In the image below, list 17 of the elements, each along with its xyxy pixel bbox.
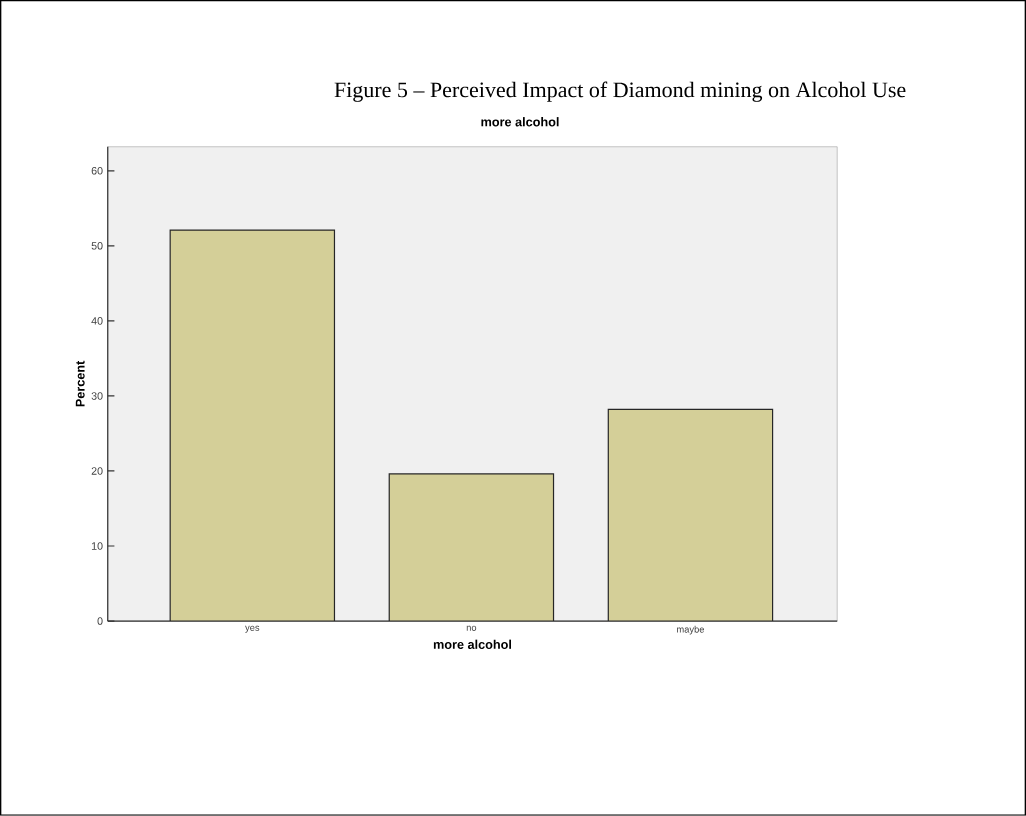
x-axis-title: more alcohol [433, 639, 511, 650]
x-tick-label: maybe [677, 625, 705, 635]
bar [169, 229, 336, 622]
y-tick-label: 60 [91, 167, 103, 175]
chart-title: Figure 5 – Perceived Impact of Diamond mining on Alcohol Use [334, 81, 906, 102]
y-tick-label: 30 [91, 392, 103, 400]
y-tick-label: 10 [91, 542, 103, 550]
bar [388, 473, 555, 622]
y-axis-title: Percent [75, 360, 85, 407]
x-tick-label: no [466, 625, 477, 631]
bar [607, 408, 774, 622]
y-tick-label: 50 [91, 242, 103, 250]
chart-subtitle: more alcohol [481, 117, 559, 127]
y-tick-label: 0 [97, 617, 103, 625]
x-tick-label: yes [245, 625, 260, 633]
y-tick-label: 20 [91, 467, 103, 475]
y-tick-label: 40 [91, 317, 103, 325]
